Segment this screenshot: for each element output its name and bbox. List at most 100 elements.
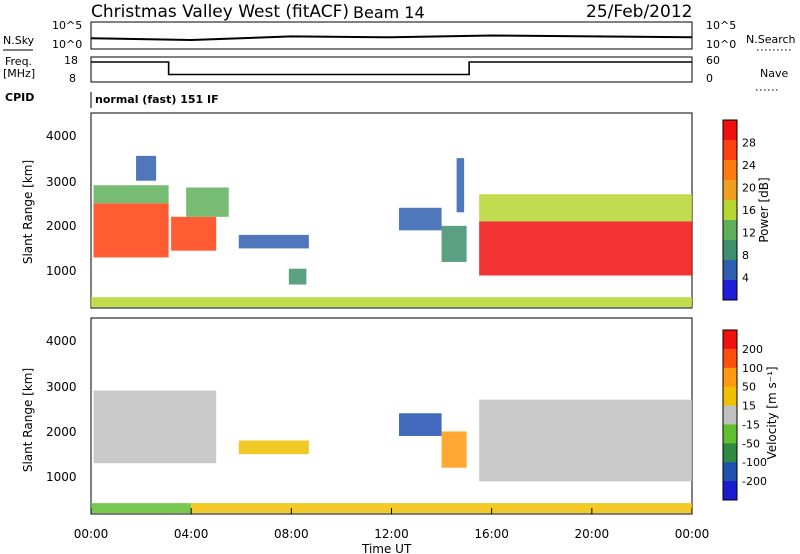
heatmap-region-2 xyxy=(399,413,442,436)
x-tick-5: 20:00 xyxy=(575,527,610,541)
power-colorbar-tick-6: 28 xyxy=(742,137,756,150)
power-colorbar-swatch-1 xyxy=(723,140,737,161)
frequency-line xyxy=(91,61,692,76)
heatmap-region-0 xyxy=(93,203,169,258)
velocity-colorbar-swatch-7 xyxy=(723,462,737,482)
velocity-colorbar-frame xyxy=(722,329,738,501)
heatmap-region-6 xyxy=(288,268,307,285)
noise-tick-left-bottom: 10^0 xyxy=(52,38,82,51)
noise-label-left: N.Sky xyxy=(3,34,35,47)
heatmap-region-12 xyxy=(91,297,692,308)
power-colorbar-swatch-2 xyxy=(723,160,737,181)
nave-tick-bottom: 0 xyxy=(706,72,713,85)
freq-label-line1: Freq. xyxy=(5,55,32,68)
x-tick-4: 16:00 xyxy=(474,527,509,541)
velocity-colorbar-swatch-1 xyxy=(723,348,737,369)
velocity-colorbar-swatch-2 xyxy=(723,367,737,388)
noise-tick-left-top: 10^5 xyxy=(52,19,82,32)
power-ytick-2000: 2000 xyxy=(46,219,77,233)
freq-tick-top: 18 xyxy=(64,54,78,67)
heatmap-region-10 xyxy=(479,221,692,276)
vel-ytick-1000: 1000 xyxy=(46,470,77,484)
power-colorbar-swatch-4 xyxy=(723,200,737,221)
noise-label-right: N.Search xyxy=(746,33,796,46)
noise-tick-right-top: 10^5 xyxy=(706,19,736,32)
heatmap-region-6 xyxy=(191,503,692,514)
date-label: 25/Feb/2012 xyxy=(586,2,692,22)
power-colorbar-label: Power [dB] xyxy=(757,177,771,242)
x-axis-label: Time UT xyxy=(361,542,412,554)
velocity-colorbar-swatch-3 xyxy=(723,386,737,407)
heatmap-region-0 xyxy=(93,390,217,464)
power-colorbar-tick-5: 24 xyxy=(742,159,756,172)
power-colorbar-tick-0: 4 xyxy=(742,272,749,285)
velocity-colorbar-tick-5: 50 xyxy=(742,381,756,394)
power-colorbar-tick-3: 16 xyxy=(742,204,756,217)
velocity-colorbar-tick-4: 15 xyxy=(742,400,756,413)
heatmap-region-4 xyxy=(479,399,692,482)
nave-tick-top: 60 xyxy=(706,54,720,67)
velocity-colorbar-label: Velocity [m s⁻¹] xyxy=(765,366,779,459)
heatmap-region-2 xyxy=(136,155,157,181)
power-ytick-1000: 1000 xyxy=(46,264,77,278)
velocity-y-ticks: 1000 2000 3000 4000 xyxy=(46,334,77,484)
velocity-colorbar-tick-2: -50 xyxy=(742,437,760,450)
station-title: Christmas Valley West (fitACF) xyxy=(91,2,349,22)
velocity-colorbar: -200 -100 -50 -15 15 50 100 200 xyxy=(722,329,767,501)
vel-ytick-4000: 4000 xyxy=(46,334,77,348)
power-colorbar-tick-1: 8 xyxy=(742,249,749,262)
heatmap-region-5 xyxy=(238,234,309,249)
velocity-colorbar-swatch-8 xyxy=(723,481,737,501)
power-ytick-3000: 3000 xyxy=(46,175,77,189)
power-colorbar-swatch-3 xyxy=(723,180,737,201)
noise-panel xyxy=(90,21,693,50)
velocity-colorbar-tick-0: -200 xyxy=(742,475,767,488)
velocity-colorbar-swatch-0 xyxy=(723,330,737,350)
power-colorbar-frame xyxy=(722,119,738,301)
heatmap-region-3 xyxy=(441,431,467,468)
x-tick-0: 00:00 xyxy=(74,527,109,541)
x-axis-ticks: 00:00 04:00 08:00 12:00 16:00 20:00 00:00 xyxy=(74,508,710,541)
velocity-colorbar-tick-1: -100 xyxy=(742,456,767,469)
vel-ytick-2000: 2000 xyxy=(46,425,77,439)
x-tick-1: 04:00 xyxy=(174,527,209,541)
power-heatmap xyxy=(91,155,692,308)
heatmap-region-1 xyxy=(93,185,169,204)
frequency-series xyxy=(91,61,692,76)
heatmap-region-1 xyxy=(238,440,309,455)
x-tick-3: 12:00 xyxy=(374,527,409,541)
heatmap-region-4 xyxy=(186,187,229,217)
velocity-ylabel: Slant Range [km] xyxy=(21,368,35,472)
power-colorbar-tick-2: 12 xyxy=(742,227,756,240)
velocity-colorbar-swatch-4 xyxy=(723,405,737,425)
velocity-colorbar-tick-6: 100 xyxy=(742,362,763,375)
velocity-colorbar-swatch-6 xyxy=(723,443,737,463)
vel-ytick-3000: 3000 xyxy=(46,380,77,394)
x-tick-2: 08:00 xyxy=(274,527,309,541)
power-ylabel: Slant Range [km] xyxy=(21,160,35,264)
heatmap-region-8 xyxy=(441,225,467,262)
freq-label-line2: [MHz] xyxy=(3,67,35,80)
power-colorbar-swatch-7 xyxy=(723,260,737,281)
noise-sky-line xyxy=(90,34,693,42)
power-y-ticks: 1000 2000 3000 4000 xyxy=(46,129,77,278)
heatmap-region-3 xyxy=(171,216,217,251)
beam-label: Beam 14 xyxy=(353,3,425,22)
velocity-heatmap xyxy=(91,390,692,514)
nave-label: Nave xyxy=(760,67,788,80)
x-tick-6: 00:00 xyxy=(675,527,710,541)
power-colorbar-tick-4: 20 xyxy=(742,182,756,195)
heatmap-region-5 xyxy=(91,503,192,514)
velocity-colorbar-tick-3: -15 xyxy=(742,418,760,431)
cpid-value: normal (fast) 151 IF xyxy=(95,93,219,106)
velocity-colorbar-swatch-5 xyxy=(723,424,737,444)
power-ytick-4000: 4000 xyxy=(46,129,77,143)
heatmap-region-7 xyxy=(399,207,442,231)
heatmap-region-9 xyxy=(456,158,465,213)
noise-series xyxy=(90,34,693,42)
cpid-label: CPID xyxy=(5,91,34,104)
power-colorbar: 4 8 12 16 20 24 28 xyxy=(722,119,756,301)
heatmap-region-11 xyxy=(479,194,692,222)
noise-tick-right-bottom: 10^0 xyxy=(706,38,736,51)
